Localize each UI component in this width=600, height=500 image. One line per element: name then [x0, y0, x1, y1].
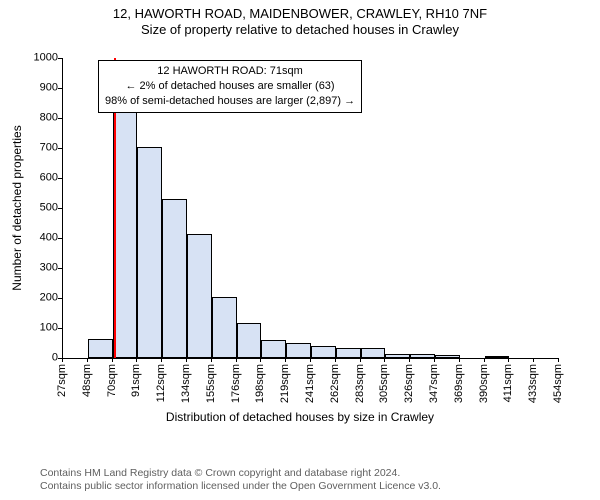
y-tick-mark	[58, 178, 62, 179]
y-tick-mark	[58, 268, 62, 269]
y-tick-label: 400	[0, 233, 58, 244]
x-tick-mark	[161, 358, 162, 362]
x-tick-label: 198sqm	[254, 364, 266, 403]
histogram-bar	[361, 348, 386, 358]
annotation-line: 98% of semi-detached houses are larger (…	[105, 94, 355, 109]
y-tick-mark	[58, 148, 62, 149]
histogram-bar	[311, 346, 336, 358]
x-tick-mark	[508, 358, 509, 362]
footer-line1: Contains HM Land Registry data © Crown c…	[40, 467, 441, 481]
histogram-bar	[113, 112, 138, 358]
x-tick-mark	[434, 358, 435, 362]
x-tick-label: 112sqm	[155, 364, 167, 402]
x-tick-mark	[62, 358, 63, 362]
y-tick-label: 900	[0, 83, 58, 94]
histogram-bar	[187, 234, 212, 359]
histogram-bar	[286, 343, 311, 358]
x-tick-mark	[558, 358, 559, 362]
x-tick-label: 305sqm	[378, 364, 390, 403]
y-tick-label: 200	[0, 293, 58, 304]
histogram-bar	[237, 323, 262, 358]
x-tick-mark	[484, 358, 485, 362]
x-tick-mark	[236, 358, 237, 362]
y-tick-label: 1000	[0, 53, 58, 64]
x-tick-mark	[260, 358, 261, 362]
x-tick-label: 369sqm	[453, 364, 465, 403]
y-tick-label: 500	[0, 203, 58, 214]
y-tick-label: 100	[0, 323, 58, 334]
x-tick-label: 27sqm	[56, 364, 68, 397]
x-tick-mark	[384, 358, 385, 362]
annotation-line: 12 HAWORTH ROAD: 71sqm	[105, 64, 355, 79]
x-tick-label: 262sqm	[329, 364, 341, 403]
histogram-bar	[88, 339, 113, 358]
histogram-bar	[162, 199, 187, 358]
y-tick-label: 0	[0, 353, 58, 364]
x-tick-label: 347sqm	[428, 364, 440, 403]
x-tick-label: 219sqm	[279, 364, 291, 403]
x-tick-mark	[409, 358, 410, 362]
x-tick-mark	[136, 358, 137, 362]
histogram-bar	[336, 348, 361, 359]
x-tick-label: 326sqm	[403, 364, 415, 403]
x-tick-label: 134sqm	[180, 364, 192, 403]
y-tick-mark	[58, 58, 62, 59]
y-tick-label: 800	[0, 113, 58, 124]
x-tick-label: 48sqm	[81, 364, 93, 397]
x-tick-mark	[533, 358, 534, 362]
x-tick-label: 433sqm	[527, 364, 539, 403]
x-tick-label: 411sqm	[502, 364, 514, 402]
y-tick-mark	[58, 298, 62, 299]
y-tick-mark	[58, 238, 62, 239]
chart-title-subtitle: Size of property relative to detached ho…	[0, 22, 600, 38]
x-tick-label: 91sqm	[130, 364, 142, 397]
y-tick-mark	[58, 88, 62, 89]
histogram-bar	[435, 355, 460, 358]
x-tick-mark	[310, 358, 311, 362]
x-tick-label: 70sqm	[106, 364, 118, 397]
x-tick-mark	[211, 358, 212, 362]
histogram-bar	[385, 354, 410, 359]
y-tick-mark	[58, 208, 62, 209]
histogram-bar	[137, 147, 162, 359]
footer-attribution: Contains HM Land Registry data © Crown c…	[40, 467, 441, 494]
annotation-line: ← 2% of detached houses are smaller (63)	[105, 79, 355, 94]
histogram-bar	[212, 297, 237, 359]
x-tick-mark	[360, 358, 361, 362]
histogram-bar	[485, 356, 510, 358]
x-tick-label: 454sqm	[552, 364, 564, 403]
y-tick-label: 300	[0, 263, 58, 274]
chart-area: Number of detached properties 12 HAWORTH…	[0, 44, 600, 444]
y-tick-label: 700	[0, 143, 58, 154]
x-tick-mark	[459, 358, 460, 362]
y-tick-mark	[58, 328, 62, 329]
x-tick-mark	[87, 358, 88, 362]
x-tick-mark	[186, 358, 187, 362]
footer-line2: Contains public sector information licen…	[40, 480, 441, 494]
x-tick-mark	[112, 358, 113, 362]
x-tick-mark	[285, 358, 286, 362]
x-tick-label: 241sqm	[304, 364, 316, 403]
x-tick-label: 283sqm	[354, 364, 366, 403]
x-tick-label: 155sqm	[205, 364, 217, 403]
y-tick-mark	[58, 118, 62, 119]
chart-title-address: 12, HAWORTH ROAD, MAIDENBOWER, CRAWLEY, …	[0, 6, 600, 22]
x-tick-label: 390sqm	[478, 364, 490, 403]
histogram-bar	[410, 354, 435, 358]
x-tick-mark	[335, 358, 336, 362]
histogram-bar	[261, 340, 286, 358]
y-tick-label: 600	[0, 173, 58, 184]
x-tick-label: 176sqm	[230, 364, 242, 403]
x-axis-label: Distribution of detached houses by size …	[0, 410, 600, 424]
chart-title-block: 12, HAWORTH ROAD, MAIDENBOWER, CRAWLEY, …	[0, 0, 600, 39]
annotation-box: 12 HAWORTH ROAD: 71sqm← 2% of detached h…	[98, 60, 362, 113]
